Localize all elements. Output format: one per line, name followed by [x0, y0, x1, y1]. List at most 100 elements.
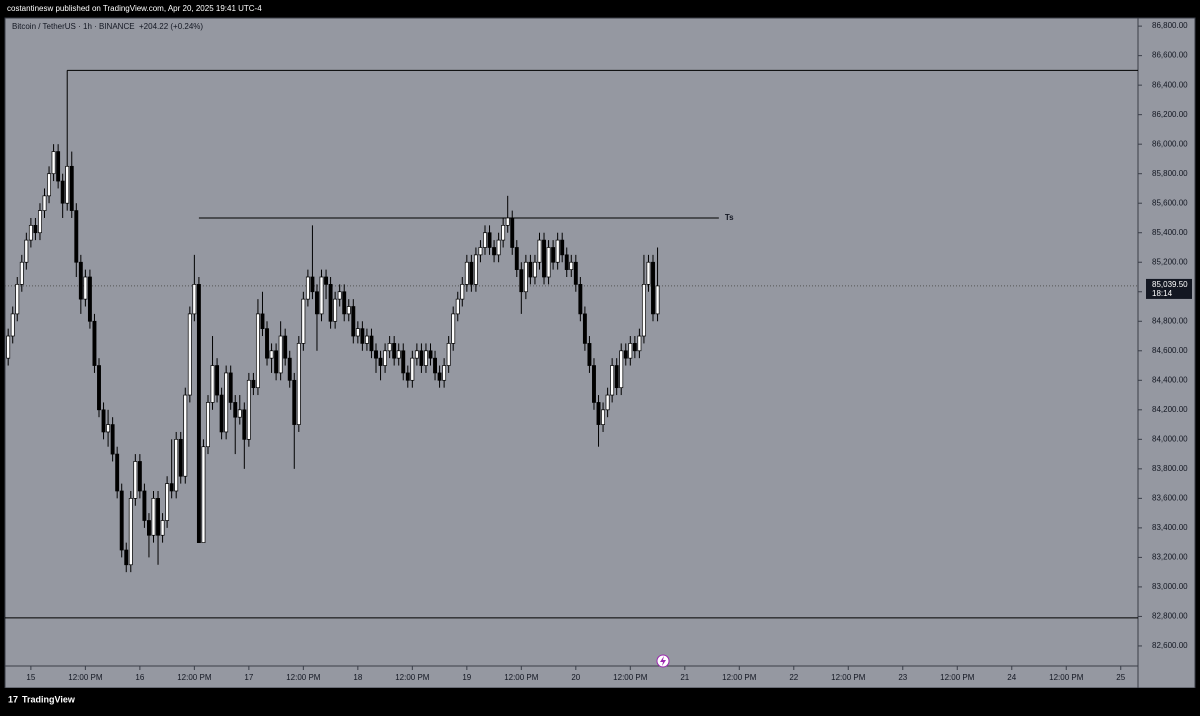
candle-body	[560, 239, 565, 256]
candle-body	[97, 365, 101, 411]
candle-body	[19, 261, 24, 285]
candle-body	[233, 402, 238, 418]
candle-body	[133, 461, 138, 499]
change: +204.22 (+0.24%)	[139, 22, 203, 31]
candle-body	[610, 365, 615, 396]
x-tick-label: 25	[1116, 673, 1125, 682]
top-bar	[0, 0, 1200, 18]
candle-body	[224, 372, 229, 433]
candle-body	[532, 261, 537, 278]
candle-body	[437, 372, 442, 381]
candle-body	[51, 151, 56, 175]
candle-body	[601, 409, 606, 425]
candle-body	[464, 261, 469, 285]
logo-mark: 17	[8, 694, 18, 704]
candle-body	[632, 343, 637, 352]
candle-body	[137, 461, 142, 492]
candle-body	[451, 313, 456, 344]
candle-body	[492, 247, 497, 256]
candle-body	[478, 247, 483, 256]
candle-body	[169, 483, 174, 492]
candle-body	[251, 379, 256, 389]
y-tick-label: 86,600.00	[1152, 51, 1188, 60]
candle-body	[546, 247, 551, 278]
candle-body	[605, 394, 610, 411]
symbol: Bitcoin / TetherUS · 1h · BINANCE	[12, 22, 135, 31]
candle-body	[305, 276, 310, 300]
candle-body	[315, 291, 319, 315]
candle-body	[292, 379, 297, 425]
chart-area	[4, 17, 1196, 689]
candle-body	[278, 335, 283, 374]
candle-body	[296, 343, 301, 425]
y-tick-label: 83,600.00	[1152, 493, 1188, 502]
candle-body	[364, 335, 369, 344]
candle-body	[124, 549, 129, 566]
y-tick-label: 84,200.00	[1152, 405, 1188, 414]
x-tick-label: 19	[462, 673, 471, 682]
candle-body	[160, 520, 165, 536]
candle-body	[383, 350, 388, 366]
candle-body	[537, 239, 542, 263]
candle-body	[473, 254, 478, 285]
candle-body	[410, 357, 415, 381]
candle-body	[587, 343, 592, 366]
candle-body	[469, 261, 474, 285]
x-tick-label: 18	[353, 673, 362, 682]
y-tick-label: 83,000.00	[1152, 582, 1188, 591]
x-tick-label: 12:00 PM	[395, 673, 430, 682]
candle-body	[396, 350, 401, 359]
candle-body	[196, 284, 201, 543]
candle-body	[228, 372, 233, 403]
x-tick-label: 22	[789, 673, 798, 682]
candle-body	[265, 328, 269, 359]
x-tick-label: 12:00 PM	[831, 673, 866, 682]
candle-body	[346, 306, 351, 315]
candle-body	[128, 498, 133, 566]
x-tick-label: 12:00 PM	[504, 673, 539, 682]
y-tick-label: 84,000.00	[1152, 434, 1188, 443]
y-tick-label: 82,600.00	[1152, 641, 1188, 650]
candle-body	[47, 173, 51, 197]
x-tick-label: 17	[244, 673, 253, 682]
candle-body	[269, 350, 274, 359]
y-tick-label: 83,400.00	[1152, 523, 1188, 532]
y-tick-label: 85,800.00	[1152, 169, 1188, 178]
candle-body	[119, 490, 124, 551]
y-tick-label: 86,000.00	[1152, 139, 1188, 148]
candle-body	[455, 298, 460, 315]
candle-body	[555, 239, 560, 263]
candle-body	[628, 343, 633, 359]
candle-body	[274, 350, 279, 374]
candle-body	[505, 217, 510, 226]
candle-body	[592, 365, 596, 403]
candle-body	[78, 261, 83, 300]
candle-body	[514, 247, 519, 270]
x-tick-label: 12:00 PM	[68, 673, 103, 682]
candle-body	[192, 284, 197, 315]
candle-body	[142, 490, 147, 521]
price-badge	[1146, 278, 1192, 299]
candle-body	[33, 224, 38, 234]
candle-body	[219, 394, 224, 433]
candle-body	[424, 350, 428, 366]
x-tick-label: 23	[898, 673, 907, 682]
candle-body	[183, 394, 188, 477]
candle-body	[310, 276, 315, 293]
brand: TradingView	[22, 694, 76, 704]
candle-body	[569, 261, 574, 270]
candle-body	[69, 165, 74, 211]
countdown: 18:14	[1152, 289, 1173, 298]
candle-body	[56, 151, 61, 182]
candle-body	[206, 402, 210, 448]
candle-body	[419, 350, 424, 366]
candle-body	[392, 343, 397, 359]
x-tick-label: 12:00 PM	[1049, 673, 1084, 682]
candle-body	[178, 438, 183, 477]
y-tick-label: 86,800.00	[1152, 21, 1188, 30]
candle-body	[433, 357, 437, 374]
candle-body	[10, 313, 15, 337]
candle-body	[106, 424, 111, 433]
candle-body	[242, 409, 247, 440]
